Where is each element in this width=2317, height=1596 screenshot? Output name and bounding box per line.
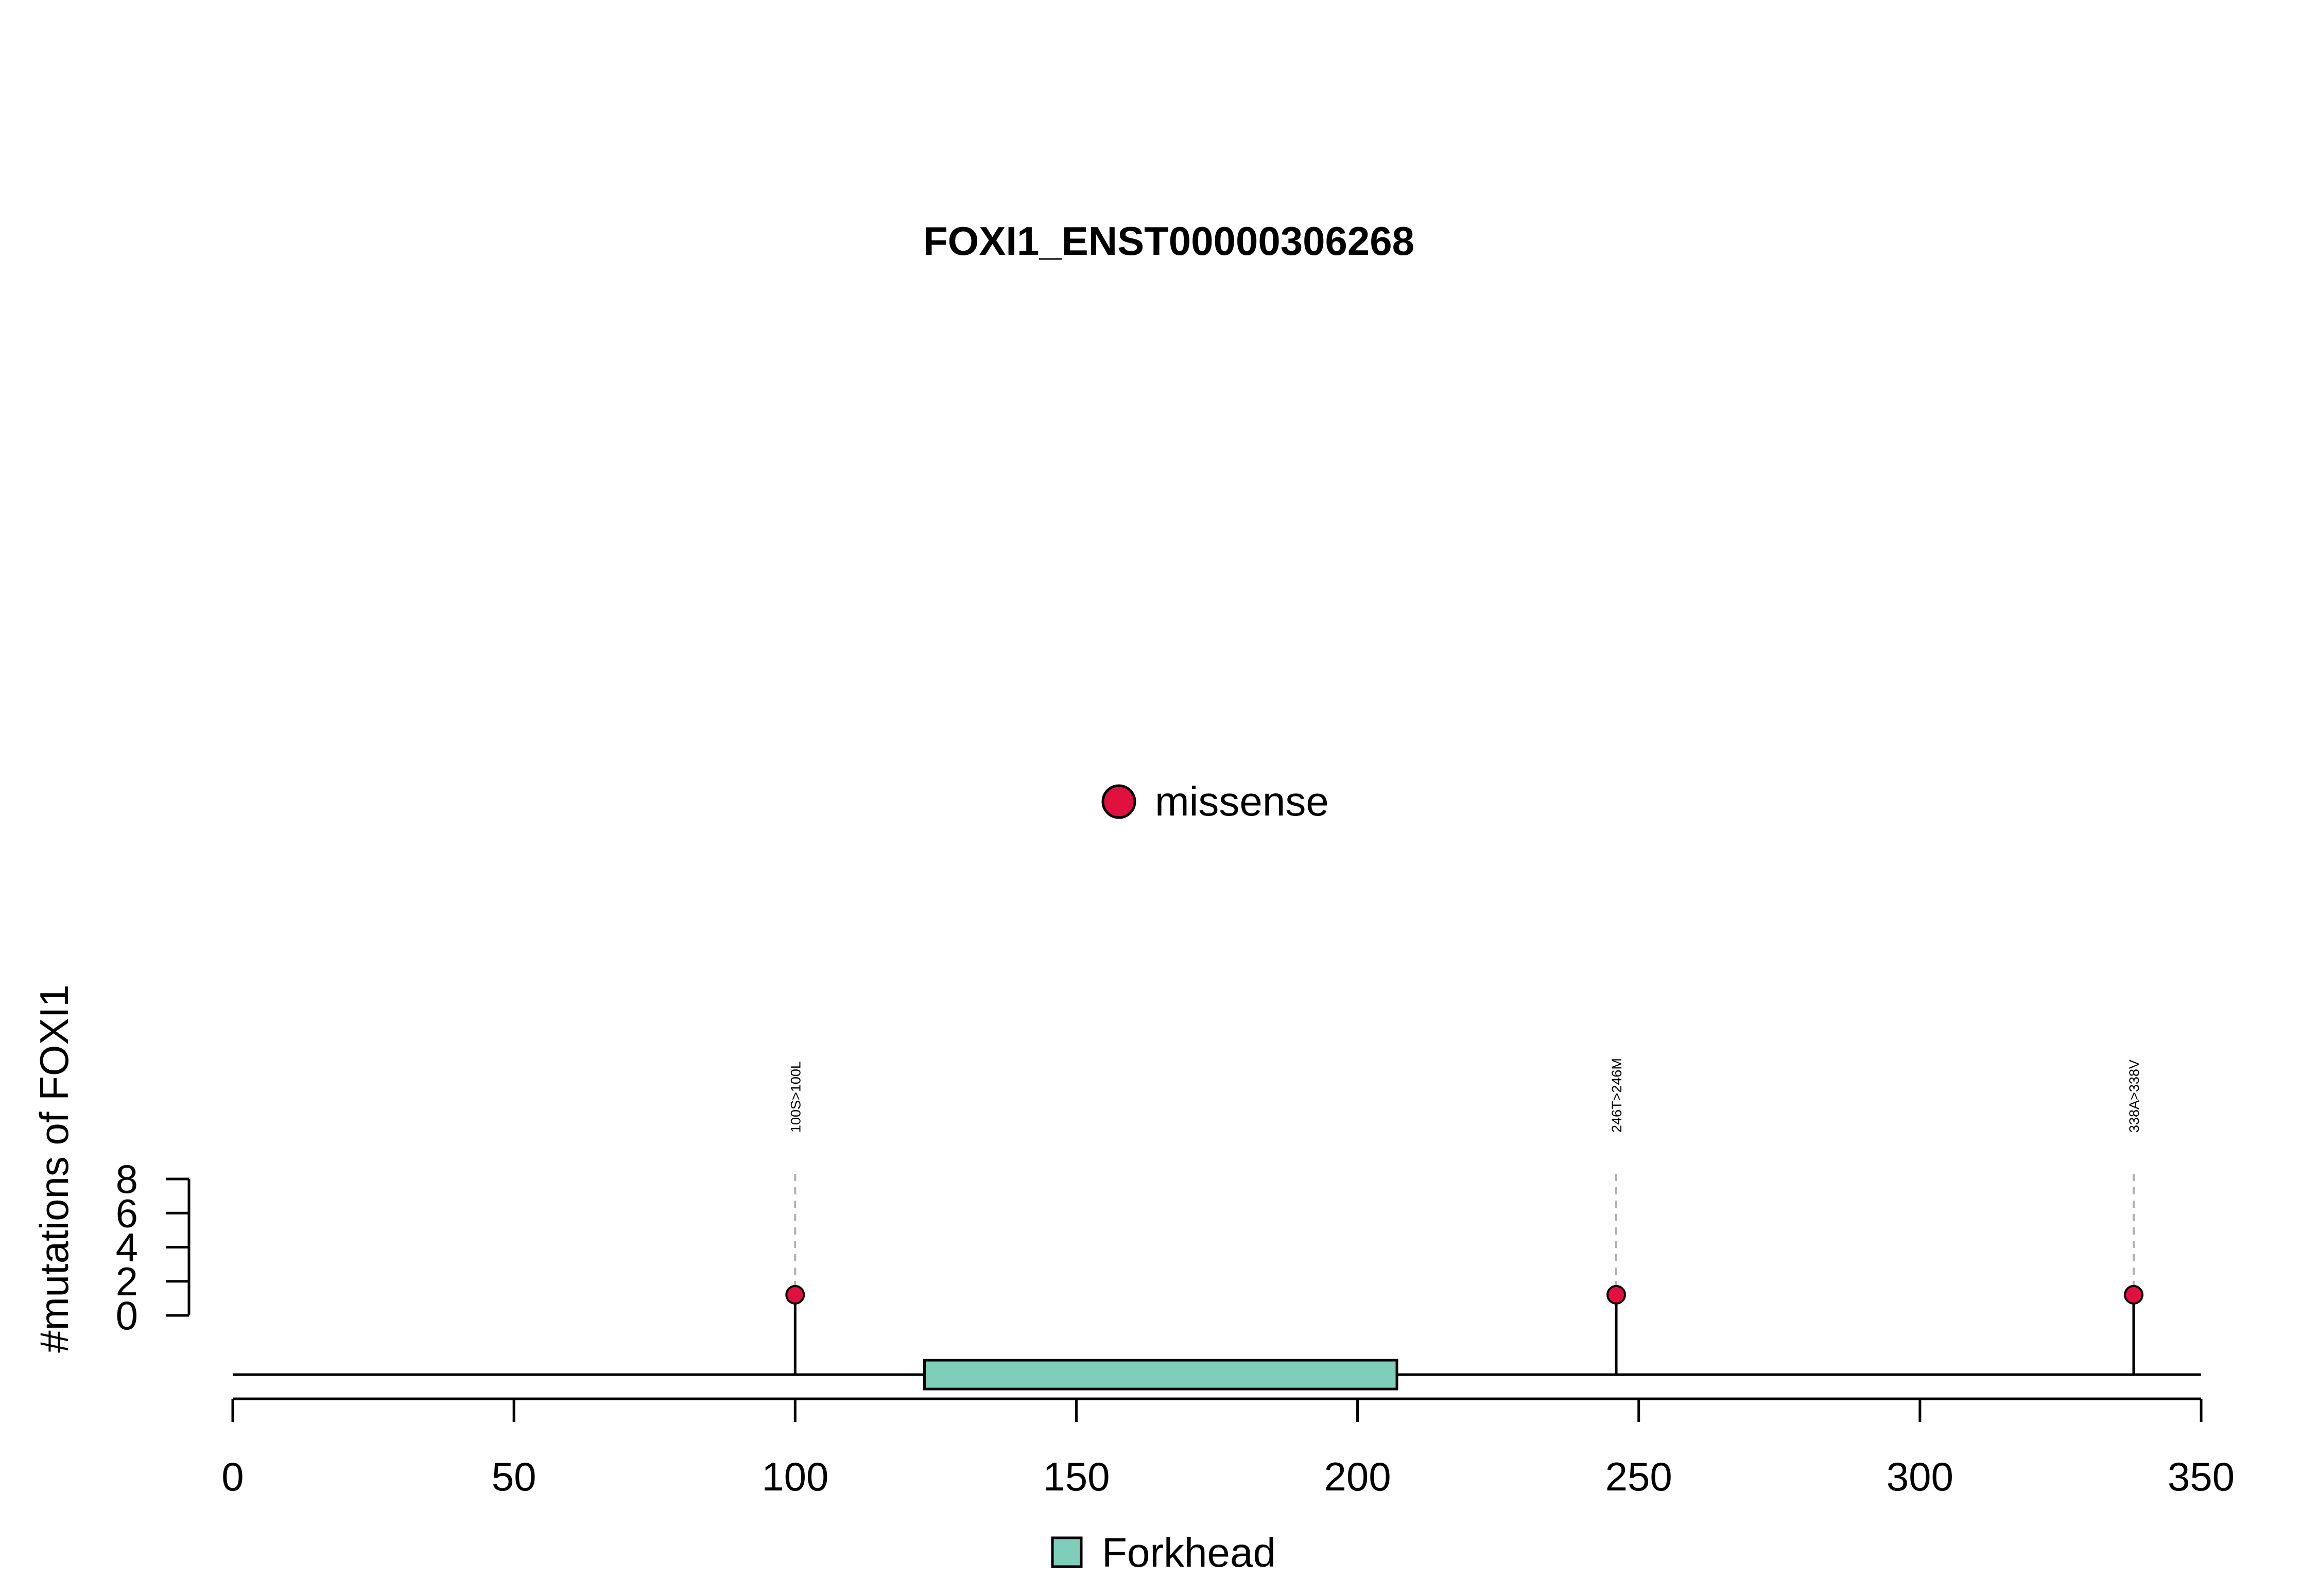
legend-forkhead-label: Forkhead: [1102, 1530, 1276, 1575]
domain-layer: [923, 1359, 1398, 1391]
mutation-layer: 100S>100L 246T>246M 338A>338V: [785, 1058, 2143, 1375]
x-axis: 0 50 100 150 200 250 300 350: [221, 1397, 2235, 1499]
mutation-label: 100S>100L: [788, 1061, 803, 1133]
y-axis-label: #mutations of FOXI1: [31, 984, 77, 1352]
x-tick-label: 0: [221, 1454, 244, 1499]
mutation-point: [785, 1285, 805, 1305]
x-tick-label: 300: [1887, 1454, 1953, 1499]
x-tick-label: 50: [492, 1454, 537, 1499]
x-tick-label: 150: [1043, 1454, 1110, 1499]
legend-forkhead-swatch: [1051, 1536, 1083, 1568]
y-tick-label: 6: [116, 1190, 138, 1236]
y-tick-label: 2: [116, 1259, 138, 1304]
y-tick-label: 4: [116, 1225, 138, 1270]
mutation-point: [1606, 1285, 1627, 1305]
mutation-legend: missense: [1101, 778, 1329, 824]
y-tick-label: 0: [116, 1293, 138, 1338]
domain-forkhead: [923, 1359, 1398, 1391]
chart-title: FOXI1_ENST00000306268: [923, 218, 1414, 264]
y-tick-label: 8: [116, 1156, 138, 1202]
x-tick-label: 200: [1324, 1454, 1391, 1499]
mutation-point: [2123, 1285, 2143, 1305]
x-tick-label: 250: [1605, 1454, 1672, 1499]
x-tick-label: 100: [762, 1454, 828, 1499]
legend-missense-marker: [1101, 784, 1136, 819]
mutation-label: 338A>338V: [2126, 1060, 2142, 1133]
x-tick-label: 350: [2168, 1454, 2235, 1499]
domain-legend: Forkhead: [1051, 1530, 1276, 1575]
mutation-label: 246T>246M: [1609, 1058, 1624, 1133]
legend-missense-label: missense: [1155, 778, 1329, 824]
